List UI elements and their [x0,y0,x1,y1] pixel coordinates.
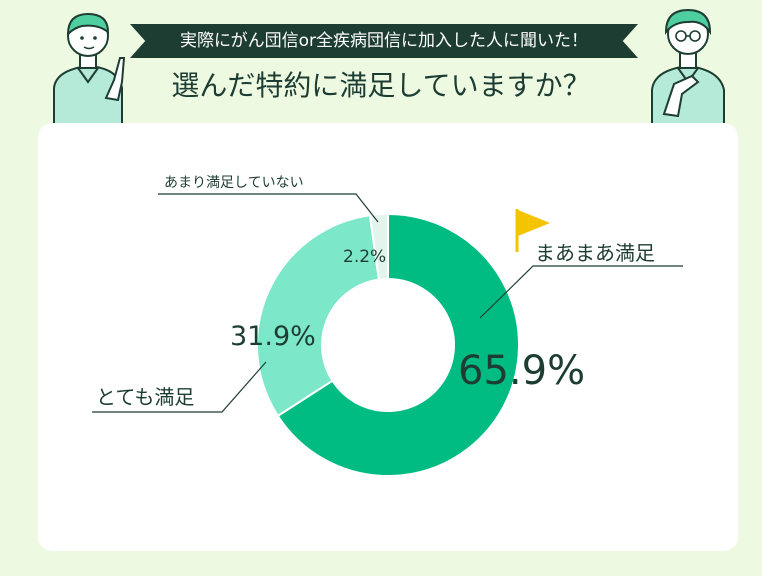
label-somewhat-satisfied: まあまあ満足 [535,241,655,265]
banner-text: 実際にがん団信or全疾病団信に加入した人に聞いた！ [179,31,589,51]
chart-card [38,123,738,551]
value-very-satisfied: 31.9% [230,321,316,352]
person-pointing-icon [53,12,126,124]
page-title: 選んだ特約に満足していますか？ [171,69,591,102]
value-somewhat-satisfied: 65.9% [458,348,585,394]
flag-icon [515,209,550,252]
leader-line-somewhat-satisfied [479,265,683,319]
leader-line-not-satisfied [158,193,379,223]
slice-not-satisfied [368,212,389,281]
label-very-satisfied: とても満足 [96,385,194,409]
leader-line-very-satisfied [92,361,267,413]
survey-banner: 実際にがん団信or全疾病団信に加入した人に聞いた！ [130,24,638,58]
slice-very-satisfied [256,214,381,418]
label-not-satisfied: あまり満足していない [164,175,304,191]
person-thinking-icon [651,8,725,126]
slice-somewhat-satisfied [276,212,520,477]
value-not-satisfied: 2.2% [343,247,386,267]
